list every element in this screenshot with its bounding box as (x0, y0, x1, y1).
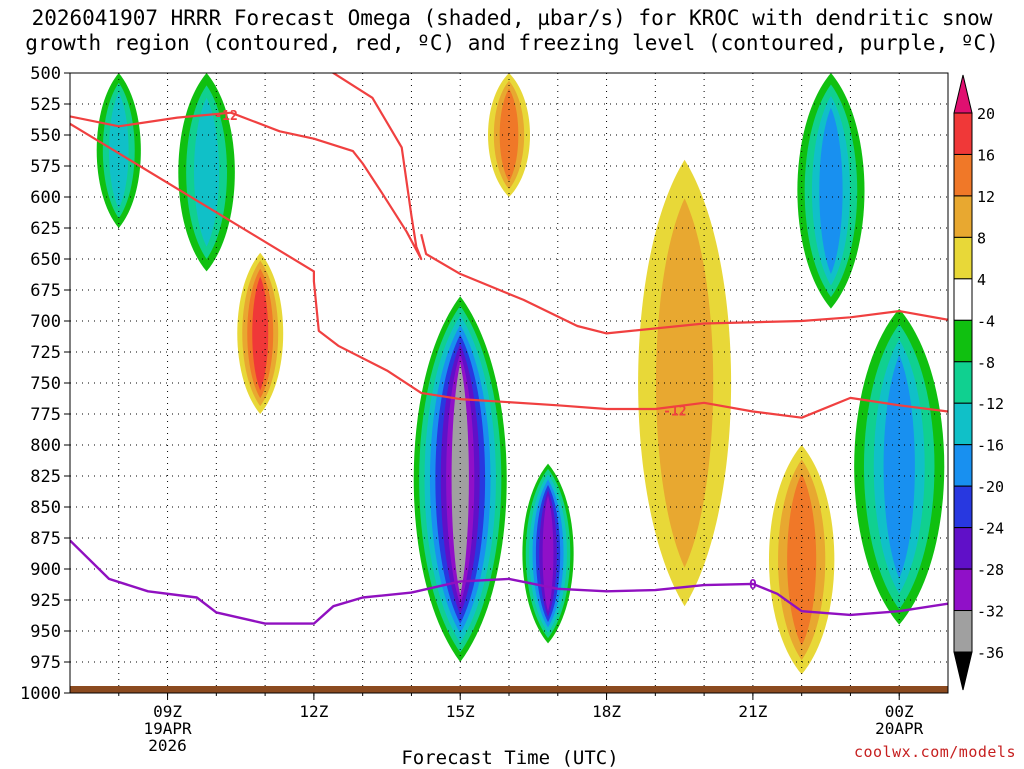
dendritic-contour (70, 122, 948, 419)
y-tick-label: 900 (30, 560, 61, 580)
y-tick-label: 775 (30, 405, 61, 425)
plot-area (70, 73, 948, 693)
y-tick-label: 700 (30, 312, 61, 332)
colorbar-band (953, 153, 973, 197)
omega-feature (413, 296, 507, 662)
y-tick-label: 550 (30, 126, 61, 146)
y-tick-label: 825 (30, 467, 61, 487)
colorbar-label: 8 (977, 229, 986, 247)
colorbar-label: -24 (977, 520, 1004, 538)
colorbar-bottom-arrow (953, 651, 973, 691)
terrain-strip (70, 686, 948, 693)
y-tick-label: 950 (30, 622, 61, 642)
colorbar-band (953, 195, 973, 238)
x-tick-label: 2026 (148, 736, 187, 755)
y-tick-label: 975 (30, 653, 61, 673)
freezing-level-contour (70, 539, 948, 625)
colorbar-label: -4 (977, 312, 995, 330)
omega-band (108, 92, 129, 209)
omega-feature (237, 252, 284, 414)
y-tick-label: 650 (30, 250, 61, 270)
omega-band (819, 107, 843, 275)
omega-feature (96, 73, 141, 228)
y-tick-label: 625 (30, 219, 61, 239)
colorbar-band (953, 402, 973, 446)
colorbar-label: 4 (977, 271, 986, 289)
y-tick-label: 875 (30, 529, 61, 549)
colorbar-label: 16 (977, 146, 995, 164)
colorbar-band (953, 361, 973, 404)
colorbar-band (953, 236, 973, 280)
y-tick-label: 600 (30, 188, 61, 208)
x-tick-label: 12Z (299, 702, 328, 721)
omega-band (883, 354, 915, 579)
x-tick-label: 21Z (738, 702, 767, 721)
y-tick-label: 750 (30, 374, 61, 394)
colorbar-label: 20 (977, 105, 995, 123)
colorbar-label: -20 (977, 478, 1004, 496)
chart-title: 2026041907 HRRR Forecast Omega (shaded, … (25, 6, 999, 55)
dendritic-contour (420, 233, 948, 335)
x-tick-label: 15Z (446, 702, 475, 721)
colorbar-band (953, 444, 973, 487)
omega-feature (797, 73, 865, 309)
y-tick-label: 1000 (20, 684, 61, 704)
x-tick-label: 18Z (592, 702, 621, 721)
colorbar-band (953, 527, 973, 570)
colorbar-label: -32 (977, 603, 1004, 621)
omega-feature (638, 159, 732, 607)
credit-text: coolwx.com/models (853, 743, 1016, 761)
y-tick-label: 675 (30, 281, 61, 301)
colorbar-label: 12 (977, 188, 995, 206)
omega-band (252, 276, 269, 391)
dendritic-contour (70, 73, 423, 261)
colorbar-band (953, 112, 973, 155)
y-tick-label: 925 (30, 591, 61, 611)
x-tick-label: 00Z (885, 702, 914, 721)
colorbar-band (953, 278, 973, 321)
y-tick-label: 575 (30, 157, 61, 177)
colorbar-top-arrow (953, 74, 973, 114)
dendritic-label: -12 (663, 404, 686, 419)
omega-feature (522, 463, 574, 644)
omega-band (655, 198, 714, 568)
omega-band (542, 495, 554, 612)
dendritic-label: -12 (214, 109, 237, 124)
colorbar-label: -36 (977, 644, 1004, 662)
colorbar-band (953, 485, 973, 529)
colorbar-band (953, 319, 973, 363)
colorbar-band (953, 610, 973, 653)
colorbar-label: -16 (977, 437, 1004, 455)
colorbar-label: -12 (977, 395, 1004, 413)
colorbar-band (953, 568, 973, 612)
omega-feature (178, 73, 235, 272)
x-tick-label: 19APR (143, 719, 192, 738)
freezing-level-label: 0 (749, 578, 757, 593)
y-tick-label: 525 (30, 95, 61, 115)
colorbar-label: -8 (977, 354, 995, 372)
x-axis-label: Forecast Time (UTC) (401, 747, 619, 769)
x-tick-label: 20APR (875, 719, 924, 738)
omega-band (451, 363, 469, 596)
colorbar-label: -28 (977, 561, 1004, 579)
y-tick-label: 500 (30, 64, 61, 84)
y-tick-label: 800 (30, 436, 61, 456)
y-tick-label: 725 (30, 343, 61, 363)
y-tick-label: 850 (30, 498, 61, 518)
x-tick-label: 09Z (153, 702, 182, 721)
